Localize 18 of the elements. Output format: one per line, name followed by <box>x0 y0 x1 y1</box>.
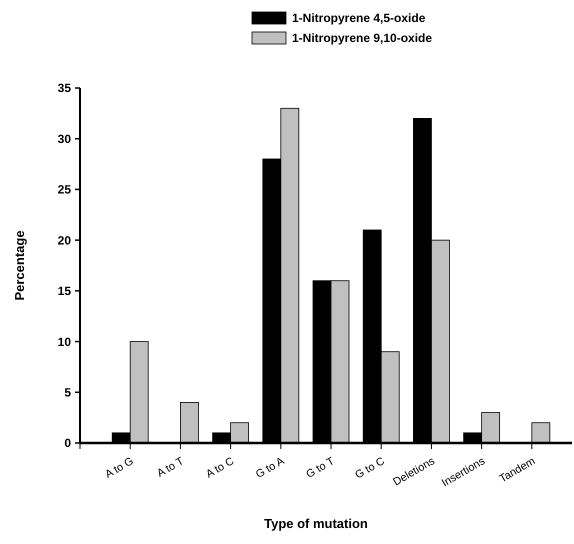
legend-label: 1-Nitropyrene 4,5-oxide <box>292 11 426 26</box>
x-tick-label: G to A <box>254 454 287 481</box>
x-tick-label: G to C <box>353 455 387 482</box>
x-tick-label: A to T <box>155 455 186 480</box>
legend-label: 1-Nitropyrene 9,10-oxide <box>292 31 432 46</box>
x-tick-label: A to G <box>103 455 136 481</box>
y-tick-label: 20 <box>58 233 72 248</box>
x-axis-title: Type of mutation <box>264 516 368 531</box>
y-tick-label: 10 <box>58 334 72 349</box>
y-tick-label: 15 <box>58 284 72 298</box>
y-tick-label: 30 <box>58 132 72 146</box>
y-axis-title: Percentage <box>12 230 27 301</box>
y-tick-label: 0 <box>64 436 72 450</box>
y-tick-label: 5 <box>64 385 72 400</box>
y-tick-label: 25 <box>58 182 72 197</box>
y-tick-label: 35 <box>58 81 72 96</box>
x-tick-label: G to T <box>304 455 337 481</box>
x-tick-label: A to C <box>204 455 236 481</box>
